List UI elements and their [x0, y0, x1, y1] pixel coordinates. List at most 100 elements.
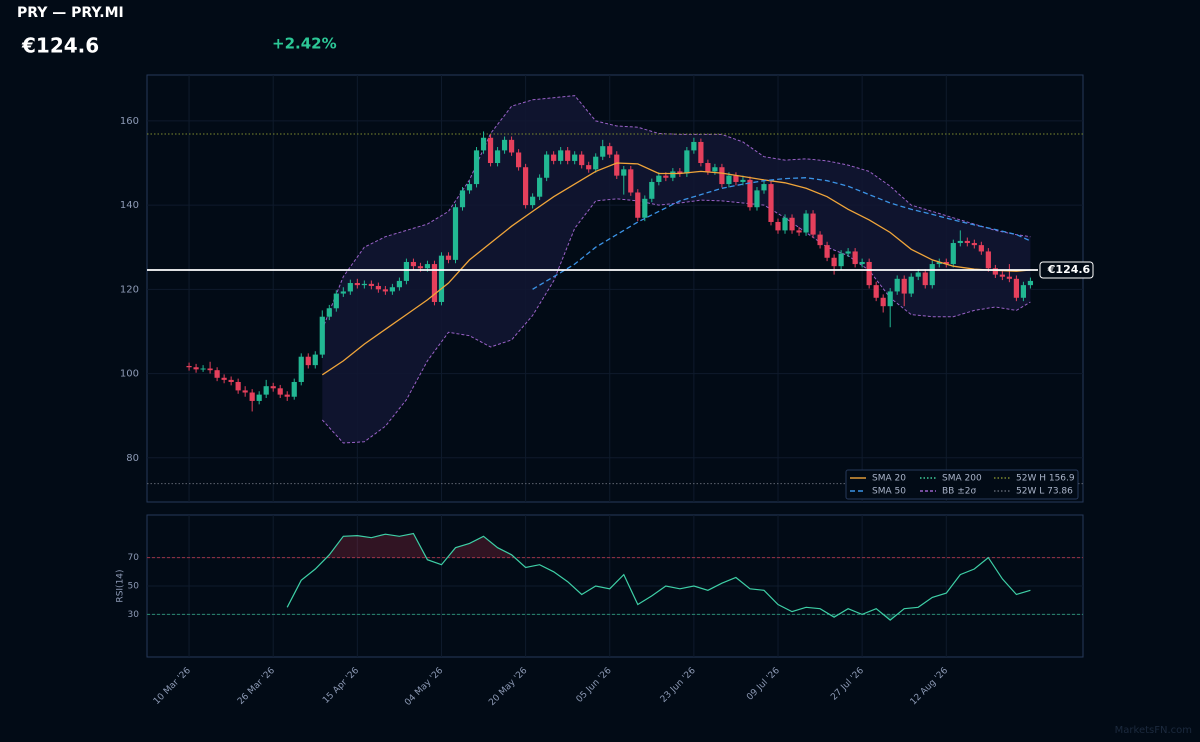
candle-body — [789, 217, 795, 231]
price: €124.6 — [21, 34, 99, 58]
candle-body — [824, 245, 830, 258]
candle-body — [480, 137, 487, 151]
candle-body — [733, 175, 739, 182]
candle-body — [312, 354, 318, 366]
candle-body — [291, 381, 297, 397]
candle-body — [782, 217, 788, 231]
candle-body — [915, 272, 921, 277]
candle-body — [999, 274, 1005, 277]
candle-body — [242, 390, 248, 393]
candle-body — [396, 280, 403, 288]
candle-body — [838, 253, 844, 267]
rsi-line — [286, 532, 1031, 621]
candle-body — [410, 261, 417, 267]
candle-body — [558, 150, 564, 161]
candle-body — [537, 177, 543, 197]
candle-body — [340, 291, 346, 294]
candle-body — [803, 213, 809, 233]
candle-body — [670, 171, 676, 178]
candle-body — [628, 169, 634, 193]
candle-body — [600, 146, 606, 157]
candle-body — [943, 261, 949, 265]
candle-body — [221, 377, 227, 380]
candle-body — [389, 287, 395, 292]
candle-body — [417, 266, 424, 269]
candle-body — [1013, 278, 1019, 298]
candle-body — [256, 394, 262, 401]
candle-body — [649, 181, 655, 199]
candle-body — [754, 190, 760, 208]
candle-body — [270, 386, 276, 389]
candle-body — [579, 154, 585, 166]
candle-body — [726, 175, 732, 185]
candle-body — [235, 381, 241, 391]
candle-body — [712, 167, 718, 172]
candle-body — [873, 285, 879, 298]
candle-body — [684, 150, 690, 174]
last-price-box — [1039, 261, 1094, 279]
y-tick-label: 50 — [128, 582, 140, 592]
candle-body — [544, 154, 550, 178]
candle-body — [614, 154, 620, 176]
y-tick-label: 160 — [120, 116, 139, 127]
candle-body — [403, 261, 410, 281]
candle-body — [957, 240, 963, 244]
candle-body — [298, 356, 304, 382]
candle-body — [740, 179, 746, 182]
candle-body — [347, 283, 353, 292]
candle-body — [775, 221, 781, 231]
candle-body — [319, 316, 325, 355]
candle-body — [698, 141, 704, 164]
candle-body — [880, 297, 886, 307]
candle-body — [515, 152, 522, 168]
candle-body — [908, 276, 914, 294]
legend-label: 52W L 73.86 — [1016, 487, 1073, 497]
candle-body — [691, 141, 697, 151]
candle-body — [1020, 285, 1027, 298]
candle-body — [551, 154, 557, 161]
candle-body — [249, 392, 255, 401]
candle-body — [375, 285, 381, 290]
candle-body — [635, 192, 641, 218]
candle-body — [424, 264, 431, 269]
y-tick-label: 30 — [128, 610, 140, 620]
candle-body — [894, 278, 900, 292]
y-tick-label: 100 — [120, 369, 139, 380]
candle-body — [572, 154, 578, 161]
candle-body — [473, 150, 480, 185]
legend-label: SMA 20 — [872, 474, 906, 484]
candle-body — [971, 243, 977, 246]
candle-body — [656, 175, 662, 182]
candle-body — [747, 179, 753, 208]
candle-body — [922, 272, 928, 286]
candle-body — [985, 251, 991, 269]
candle-body — [978, 245, 984, 252]
candle-body — [929, 264, 935, 286]
candle-body — [193, 367, 199, 370]
candle-body — [530, 196, 536, 206]
candle-body — [663, 175, 669, 178]
sma-line — [321, 162, 1031, 376]
candle-body — [326, 308, 332, 317]
candle-body — [263, 386, 269, 395]
change: +2.42% — [272, 35, 337, 53]
bb-fill — [322, 95, 1031, 443]
candle-body — [845, 251, 851, 254]
rsi-axis-label: RSI(14) — [116, 569, 126, 602]
legend-label: BB ±2σ — [942, 487, 976, 497]
watermark: MarketsFN.com — [1115, 725, 1192, 736]
candle-body — [796, 230, 802, 233]
candle-body — [936, 261, 942, 265]
candle-body — [859, 261, 865, 265]
legend — [845, 469, 1079, 500]
candle-body — [228, 379, 234, 382]
candle-body — [305, 356, 311, 366]
candle-body — [368, 283, 374, 286]
legend-label: SMA 200 — [942, 474, 982, 484]
ticker-title: PRY — PRY.MI — [17, 5, 124, 21]
candle-body — [459, 190, 466, 208]
candle-body — [466, 184, 473, 191]
candle-body — [445, 255, 452, 260]
last-price-label: €124.6 — [1047, 263, 1091, 276]
